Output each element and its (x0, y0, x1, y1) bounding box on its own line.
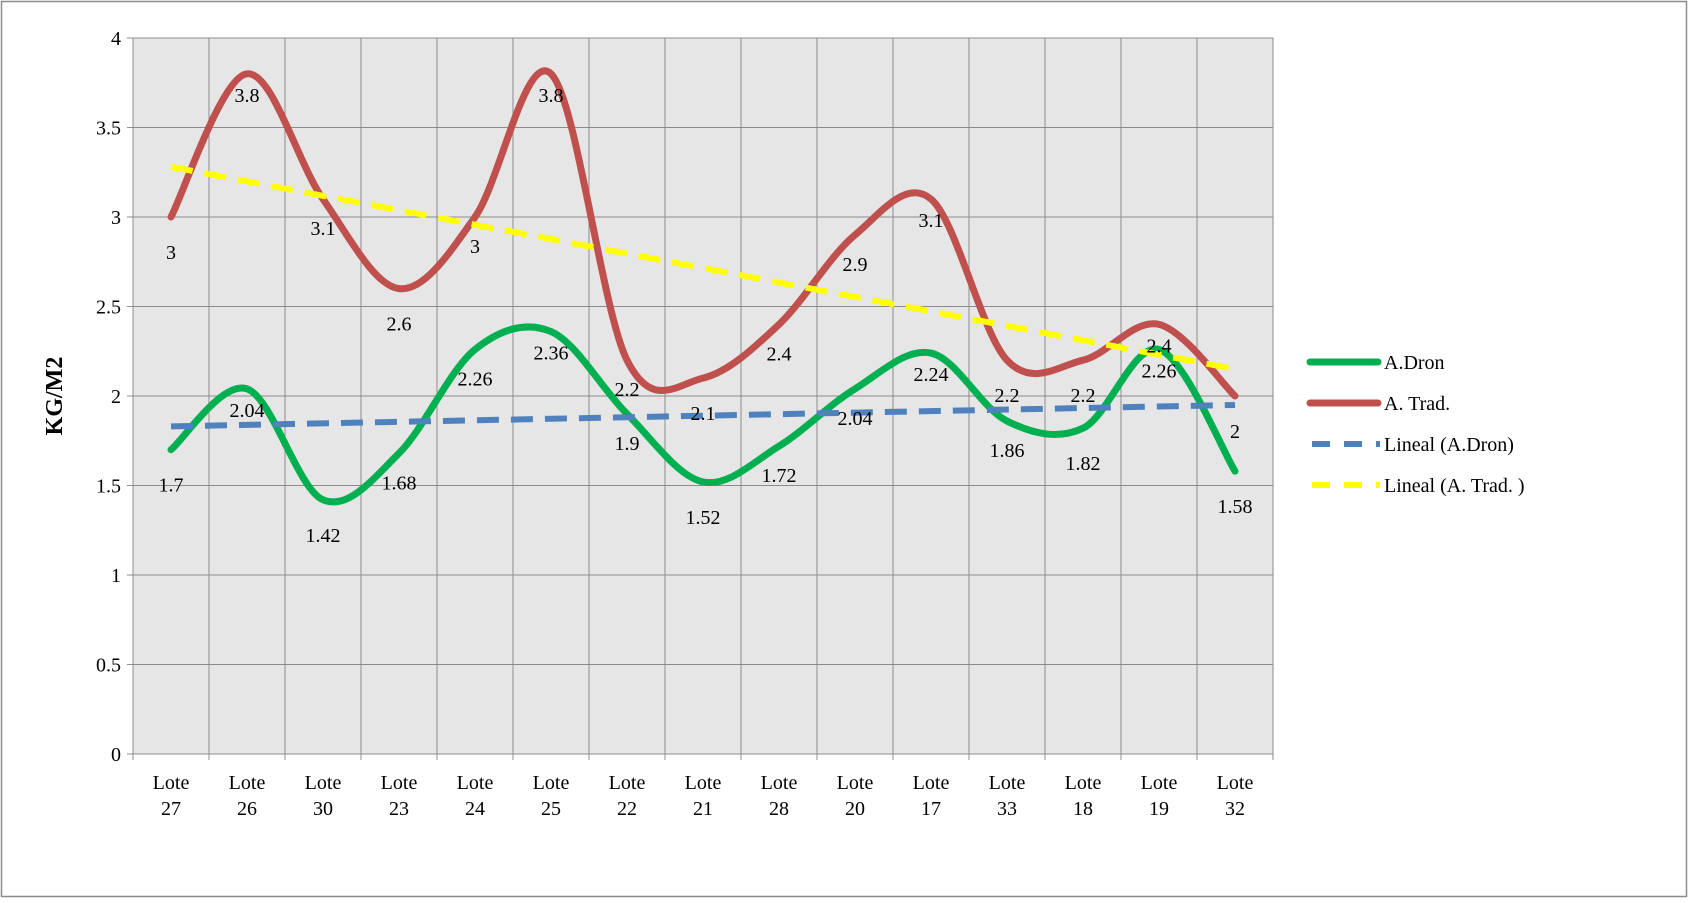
y-tick-label: 0.5 (96, 655, 121, 677)
legend-label: A.Dron (1384, 352, 1445, 374)
x-tick-label: Lote 21 (685, 772, 722, 820)
data-label: 2.2 (1071, 385, 1096, 407)
data-label: 3 (166, 242, 176, 264)
y-tick-label: 1.5 (96, 476, 121, 498)
legend-label: Lineal (A.Dron) (1384, 434, 1514, 456)
data-label: 2.26 (1142, 360, 1177, 382)
data-label: 2.2 (615, 379, 640, 401)
y-tick-label: 3 (111, 207, 121, 229)
data-label: 2.9 (843, 254, 868, 276)
x-tick-label: Lote 22 (609, 772, 646, 820)
x-tick-label: Lote 17 (913, 772, 950, 820)
legend-item: Lineal (A. Trad. ) (1312, 475, 1525, 497)
y-tick-label: 4 (111, 28, 121, 50)
x-tick-label: Lote 26 (229, 772, 266, 820)
trendline (170, 401, 1236, 430)
legend-label: A. Trad. (1384, 393, 1450, 415)
x-tick-label: Lote 30 (305, 772, 342, 820)
data-label: 2.4 (1147, 335, 1172, 357)
data-label: 2.24 (914, 364, 949, 386)
y-tick-label: 2.5 (96, 297, 121, 319)
x-tick-label: Lote 32 (1217, 772, 1254, 820)
data-label: 1.86 (990, 440, 1025, 462)
x-tick-label: Lote 23 (381, 772, 418, 820)
data-label: 1.82 (1066, 453, 1101, 475)
y-tick-label: 0 (111, 744, 121, 766)
data-label: 3 (470, 236, 480, 258)
data-label: 2 (1230, 421, 1240, 443)
data-label: 2.2 (995, 385, 1020, 407)
data-label: 1.68 (382, 472, 417, 494)
x-tick-label: Lote 18 (1065, 772, 1102, 820)
y-axis-title: KG/M2 (42, 357, 68, 436)
legend-item: Lineal (A.Dron) (1312, 434, 1514, 456)
data-label: 1.9 (615, 433, 640, 455)
x-tick-label: Lote 25 (533, 772, 570, 820)
x-tick-label: Lote 33 (989, 772, 1026, 820)
data-label: 2.36 (534, 343, 569, 365)
data-label: 2.1 (691, 403, 716, 425)
data-label: 2.4 (767, 343, 792, 365)
legend-label: Lineal (A. Trad. ) (1384, 475, 1525, 497)
y-tick-label: 1 (111, 565, 121, 587)
data-label: 1.58 (1218, 496, 1253, 518)
data-label: 3.8 (539, 85, 564, 107)
data-label: 1.42 (306, 525, 341, 547)
data-label: 3.1 (919, 210, 944, 232)
x-tick-label: Lote 28 (761, 772, 798, 820)
trendline (170, 163, 1236, 373)
data-label: 2.26 (458, 368, 493, 390)
x-tick-label: Lote 19 (1141, 772, 1178, 820)
legend-item: A. Trad. (1306, 393, 1450, 415)
series-line-a-trad- (167, 67, 1239, 400)
data-label: 1.52 (686, 507, 721, 529)
series-line-a-dron (167, 323, 1239, 506)
data-label: 2.04 (230, 400, 265, 422)
data-label: 2.04 (838, 408, 873, 430)
data-label: 1.72 (762, 465, 797, 487)
y-tick-label: 2 (111, 386, 121, 408)
data-label: 3.1 (311, 218, 336, 240)
x-tick-label: Lote 20 (837, 772, 874, 820)
x-tick-label: Lote 24 (457, 772, 494, 820)
y-tick-label: 3.5 (96, 118, 121, 140)
data-label: 3.8 (235, 85, 260, 107)
x-tick-label: Lote 27 (153, 772, 190, 820)
data-label: 2.6 (387, 314, 412, 336)
legend-item: A.Dron (1306, 352, 1445, 374)
data-label: 1.7 (159, 475, 184, 497)
